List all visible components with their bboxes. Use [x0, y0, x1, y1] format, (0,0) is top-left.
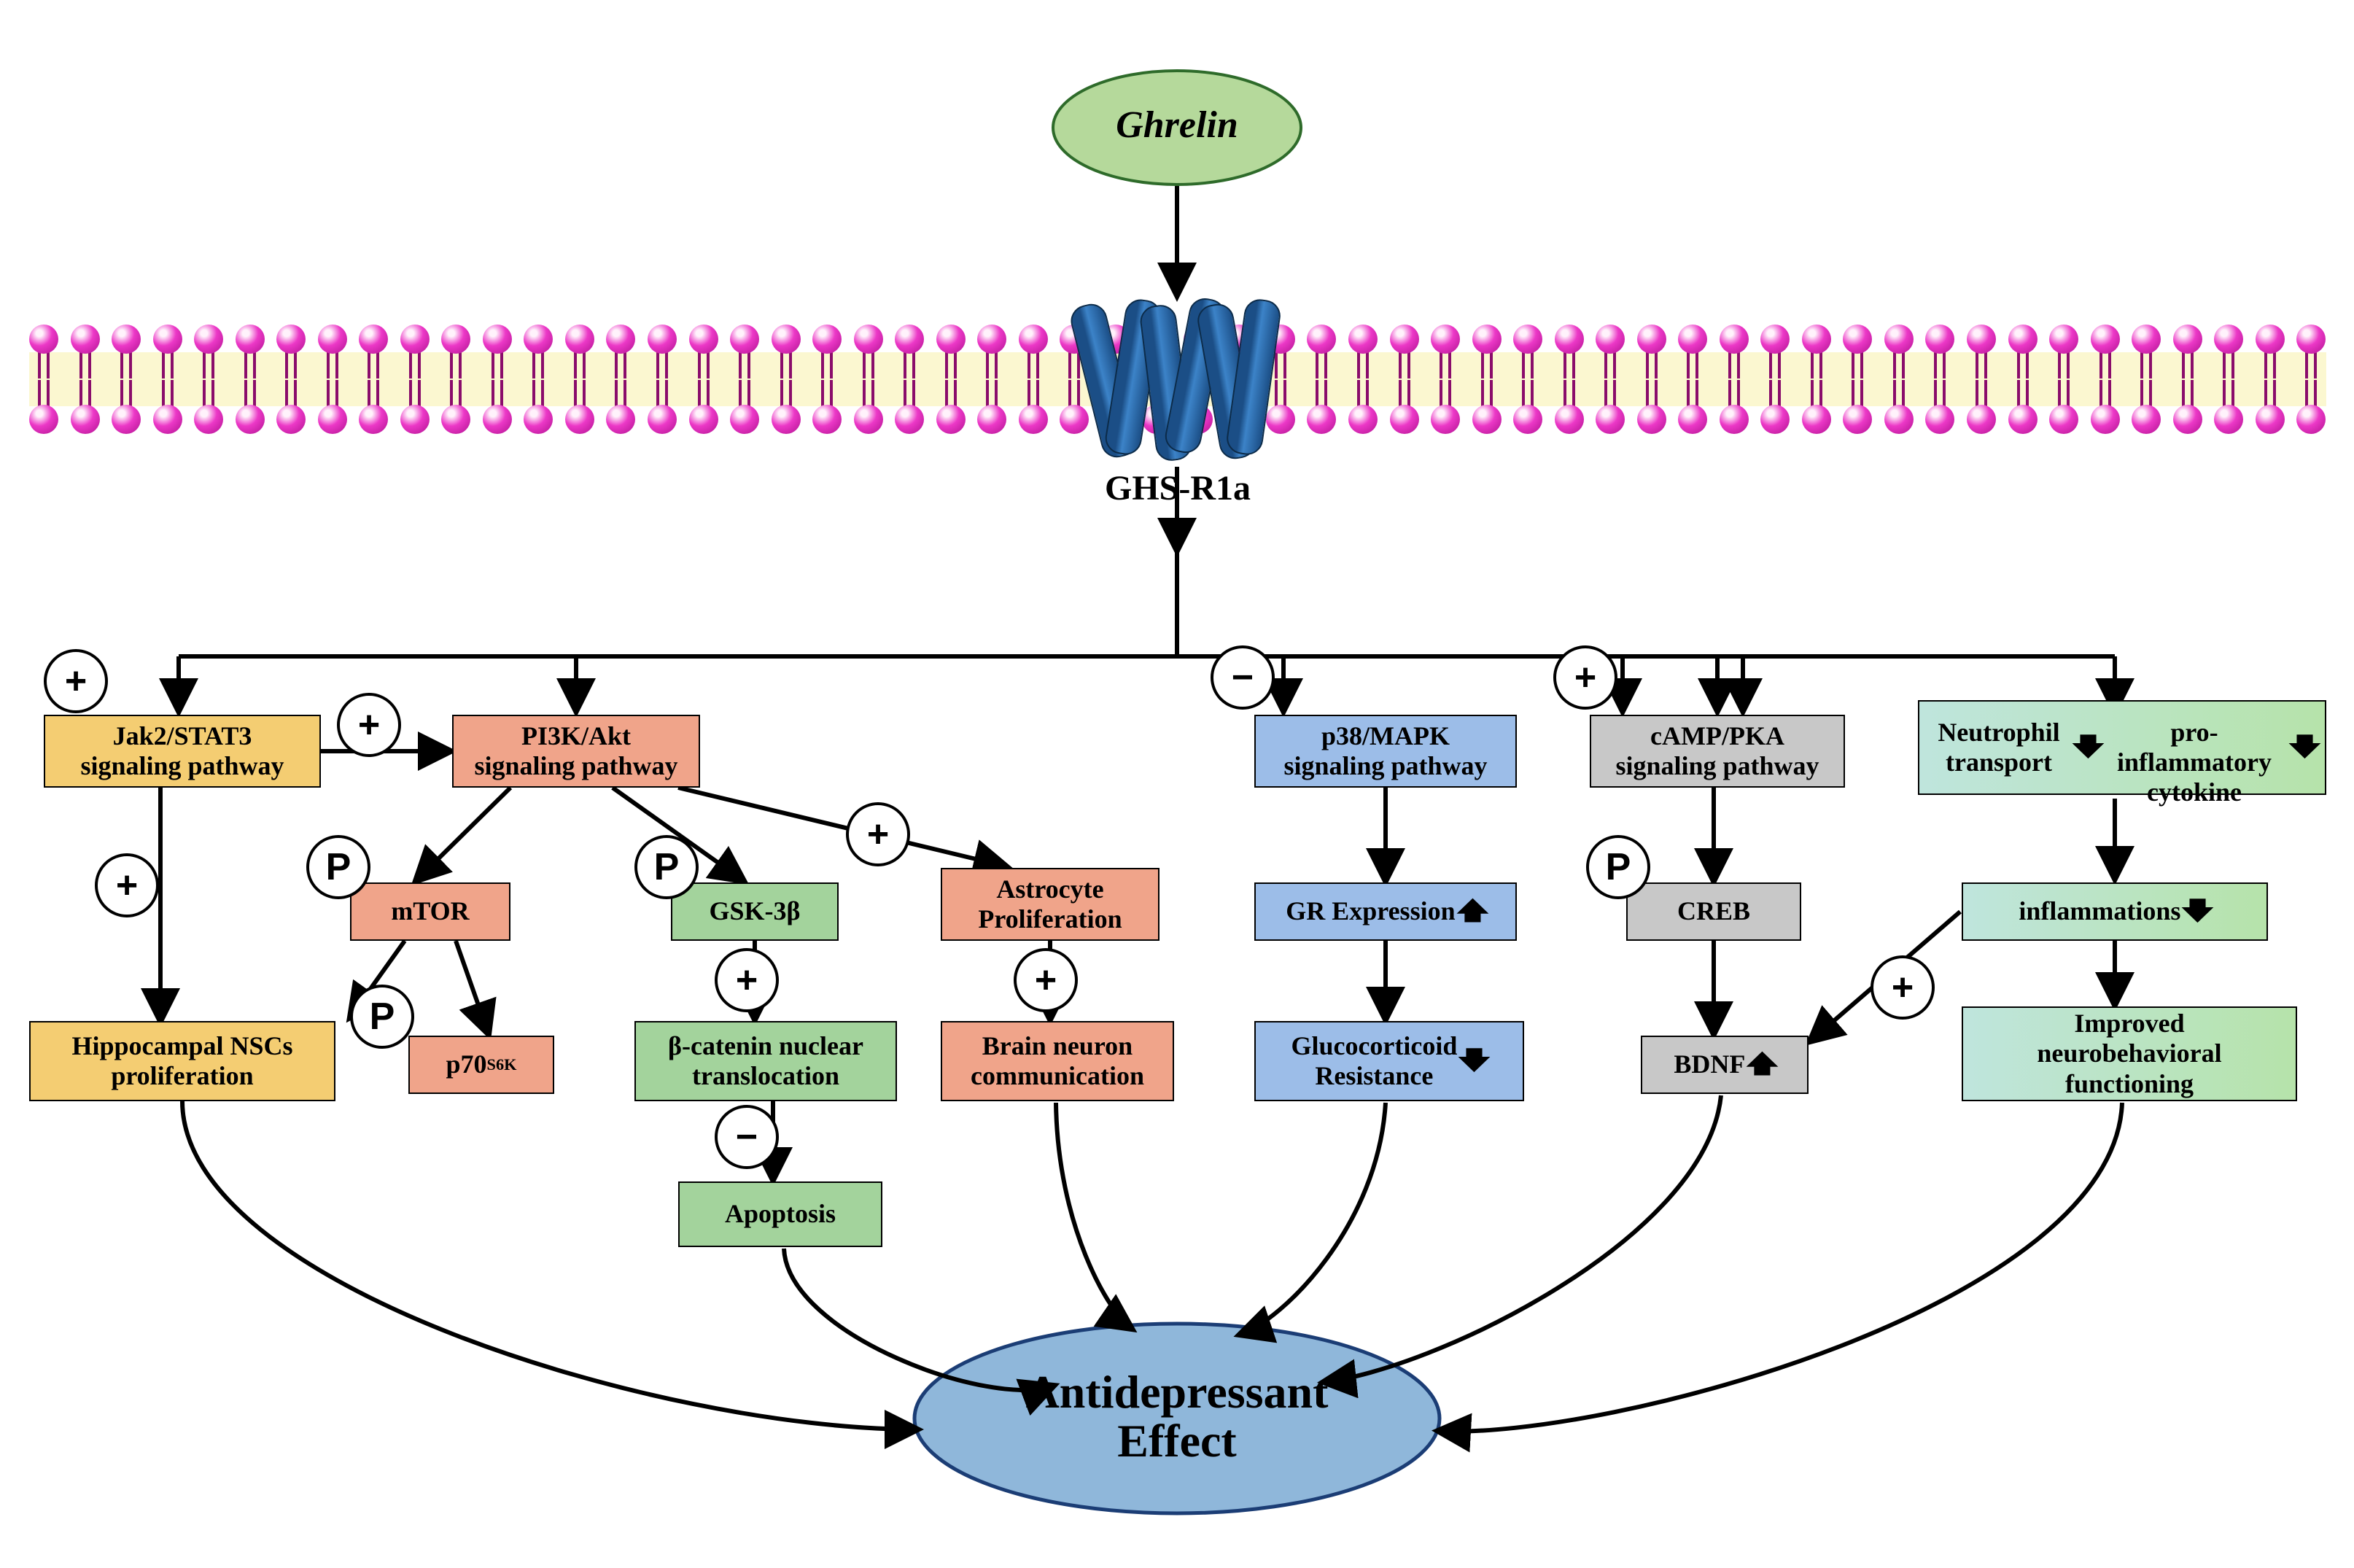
final-effect-label: AntidepressantEffect — [958, 1367, 1396, 1465]
badge-phospho-12: P — [1586, 835, 1650, 899]
badge-plus-5: + — [846, 802, 910, 866]
box-bdnf: BDNF 🡅 — [1641, 1036, 1809, 1094]
box-nscs: Hippocampal NSCsproliferation — [29, 1021, 335, 1101]
badge-plus-2: + — [95, 853, 159, 917]
box-creb: CREB — [1626, 882, 1801, 941]
box-gsk: GSK-3β — [671, 882, 839, 941]
badge-plus-11: + — [1553, 645, 1617, 710]
box-camp: cAMP/PKAsignaling pathway — [1590, 715, 1845, 788]
badge-plus-7: + — [715, 948, 779, 1012]
badge-phospho-3: P — [306, 835, 370, 899]
badge-plus-0: + — [44, 649, 108, 713]
box-pi3k: PI3K/Aktsignaling pathway — [452, 715, 700, 788]
box-improv: Improvedneurobehavioralfunctioning — [1962, 1006, 2297, 1101]
box-apop: Apoptosis — [678, 1181, 882, 1247]
box-gluco: GlucocorticoidResistance 🡇 — [1254, 1021, 1524, 1101]
badge-minus-10: − — [1211, 645, 1275, 710]
box-mtor: mTOR — [350, 882, 510, 941]
box-neuron: Brain neuroncommunication — [941, 1021, 1174, 1101]
box-astro: AstrocyteProliferation — [941, 868, 1159, 941]
box-p38: p38/MAPKsignaling pathway — [1254, 715, 1517, 788]
badge-plus-1: + — [337, 693, 401, 757]
box-infl: inflammations 🡇 — [1962, 882, 2268, 941]
box-bcat: β-catenin nucleartranslocation — [634, 1021, 897, 1101]
ghrelin-label: Ghrelin — [1089, 104, 1265, 147]
badge-minus-9: − — [715, 1105, 779, 1169]
box-p70: p70S6K — [408, 1036, 554, 1094]
badge-phospho-6: P — [350, 985, 414, 1049]
badge-plus-13: + — [1871, 955, 1935, 1020]
badge-plus-8: + — [1014, 948, 1078, 1012]
box-jak2: Jak2/STAT3signaling pathway — [44, 715, 321, 788]
box-gr: GR Expression 🡅 — [1254, 882, 1517, 941]
badge-phospho-4: P — [634, 835, 699, 899]
box-neutro: Neutrophil transport 🡇pro-inflammatory c… — [1918, 700, 2326, 795]
